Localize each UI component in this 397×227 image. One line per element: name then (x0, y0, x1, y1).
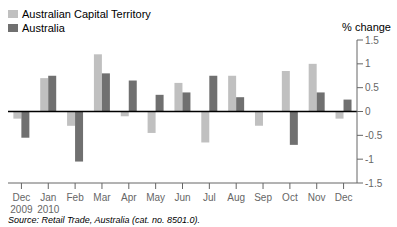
svg-text:1: 1 (365, 58, 371, 69)
html-text:% change: % change (342, 21, 391, 33)
svg-text:Mar: Mar (93, 192, 111, 203)
svg-text:0.5: 0.5 (365, 82, 379, 93)
svg-text:2010: 2010 (37, 204, 60, 213)
svg-text:Dec: Dec (335, 192, 353, 203)
svg-text:-1: -1 (365, 154, 374, 165)
svg-text:Jun: Jun (174, 192, 190, 203)
svg-text:0: 0 (365, 106, 371, 117)
svg-text:-0.5: -0.5 (365, 130, 383, 141)
html-text:Australia: Australia (22, 22, 65, 34)
html-text:Australian Capital Territory: Australian Capital Territory (22, 8, 151, 20)
svg-text:Nov: Nov (308, 192, 326, 203)
svg-text:Sep: Sep (254, 192, 272, 203)
svg-text:Oct: Oct (282, 192, 298, 203)
svg-text:-1.5: -1.5 (365, 178, 383, 189)
svg-text:Jul: Jul (203, 192, 216, 203)
svg-text:Feb: Feb (66, 192, 84, 203)
svg-text:Jan: Jan (40, 192, 56, 203)
html-text:Source: Retail Trade, Australi: Source: Retail Trade, Australia (cat. no… (8, 215, 201, 225)
svg-text:Apr: Apr (121, 192, 137, 203)
svg-text:Aug: Aug (227, 192, 245, 203)
svg-text:1.5: 1.5 (365, 35, 379, 46)
svg-text:Dec: Dec (13, 192, 31, 203)
svg-text:2009: 2009 (10, 204, 33, 213)
svg-text:May: May (146, 192, 165, 203)
